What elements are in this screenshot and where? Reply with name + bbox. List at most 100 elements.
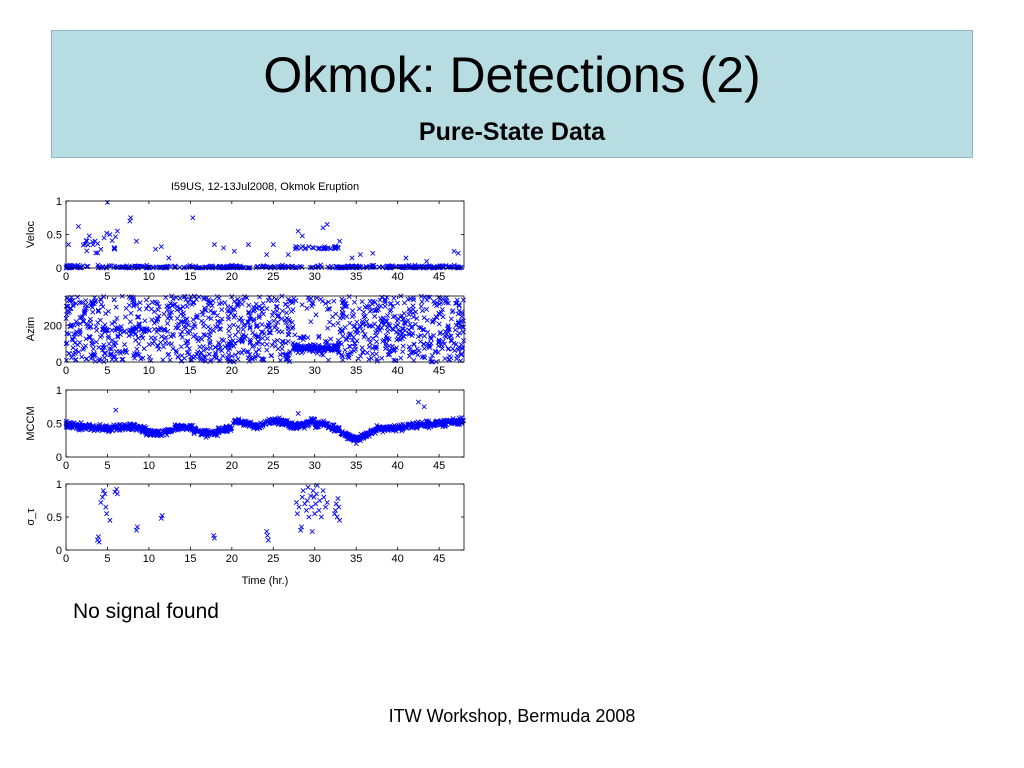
data-point (71, 334, 78, 340)
data-point (335, 337, 341, 343)
data-point (164, 432, 170, 438)
data-point (77, 315, 83, 321)
data-point (214, 294, 220, 300)
data-point (225, 345, 231, 351)
data-point (238, 420, 244, 426)
data-point (132, 355, 138, 361)
x-tick-label: 40 (392, 553, 404, 565)
data-point (380, 429, 386, 435)
data-point (148, 335, 154, 341)
data-point (185, 300, 191, 306)
chart-title: I59US, 12-13Jul2008, Okmok Eruption (171, 181, 359, 193)
data-point (351, 436, 358, 442)
data-point (269, 298, 275, 304)
data-point (83, 305, 89, 311)
data-point (364, 431, 371, 437)
data-point (259, 322, 265, 328)
data-point (316, 507, 322, 513)
data-point (215, 346, 221, 352)
data-point (172, 263, 178, 269)
data-point (407, 296, 413, 302)
data-point (439, 306, 445, 313)
data-point (157, 432, 163, 438)
data-point (112, 319, 118, 325)
data-point (77, 331, 83, 337)
data-point (156, 304, 162, 310)
data-point (293, 499, 300, 505)
data-point (295, 228, 301, 234)
data-point (333, 347, 339, 353)
x-axis-label: Time (hr.) (242, 575, 289, 587)
data-point (77, 340, 83, 346)
data-point (256, 304, 262, 310)
data-point (428, 356, 434, 362)
data-point (277, 352, 283, 358)
data-point (211, 535, 217, 541)
data-point (79, 300, 85, 306)
x-tick-label: 30 (309, 271, 321, 283)
data-point (231, 248, 237, 254)
data-point (275, 337, 281, 343)
data-point (246, 358, 252, 364)
data-point (95, 308, 101, 314)
data-point (459, 415, 465, 421)
data-point (170, 331, 176, 337)
data-point (147, 430, 153, 436)
x-tick-label: 35 (350, 553, 362, 565)
data-point (457, 325, 463, 331)
data-point (124, 350, 130, 356)
data-point (296, 264, 302, 270)
data-point (166, 310, 172, 316)
x-tick-label: 25 (267, 553, 279, 565)
data-point (344, 303, 350, 309)
data-point (92, 238, 98, 244)
data-point (75, 264, 81, 270)
data-point (390, 303, 396, 309)
data-point (453, 341, 459, 347)
data-point (102, 327, 108, 333)
data-point (267, 325, 273, 331)
data-point (155, 343, 161, 349)
data-point (246, 302, 252, 308)
data-point (299, 302, 305, 308)
data-point (421, 341, 427, 347)
data-point (260, 329, 266, 335)
data-point (204, 346, 210, 352)
data-point (406, 312, 412, 318)
data-point (155, 307, 161, 313)
data-point (83, 336, 89, 342)
data-point (310, 245, 316, 251)
data-point (337, 238, 343, 244)
data-point (406, 421, 412, 427)
data-point (254, 305, 260, 311)
data-point (270, 309, 276, 315)
data-point (176, 321, 182, 327)
data-point (292, 332, 298, 338)
data-point (385, 313, 391, 319)
data-point (88, 426, 94, 432)
data-point (226, 328, 232, 334)
data-point (236, 298, 242, 304)
data-point (84, 238, 90, 244)
x-tick-label: 35 (350, 365, 362, 377)
data-point (285, 331, 291, 337)
data-point (207, 429, 213, 435)
data-point (211, 242, 217, 248)
x-tick-label: 40 (392, 271, 404, 283)
data-point (222, 428, 228, 434)
data-point (458, 352, 464, 358)
data-point (65, 242, 72, 248)
data-point (348, 351, 354, 357)
data-point (372, 313, 378, 319)
x-tick-label: 20 (226, 460, 238, 472)
data-point (90, 346, 96, 352)
data-point (193, 314, 199, 320)
data-point (370, 345, 376, 351)
data-point (180, 313, 186, 319)
data-point (202, 307, 208, 313)
data-point (370, 250, 376, 256)
data-point (283, 355, 289, 361)
data-point (378, 303, 384, 309)
data-point (111, 245, 117, 251)
data-point (80, 242, 86, 248)
